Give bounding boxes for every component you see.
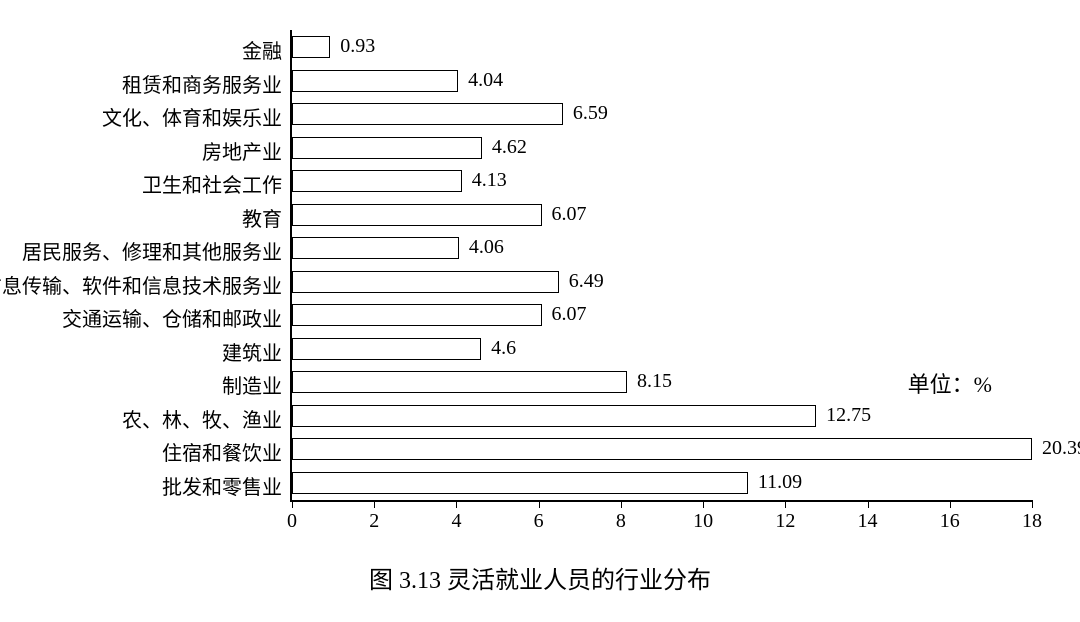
plot-area: 0246810121416180.934.046.594.624.136.074… — [290, 30, 1032, 502]
x-tick-label: 8 — [616, 510, 626, 533]
category-label: 卫生和社会工作 — [142, 169, 282, 198]
value-label: 6.59 — [573, 102, 608, 125]
x-tick-mark — [785, 500, 786, 508]
category-label: 金融 — [242, 35, 282, 64]
category-label: 文化、体育和娱乐业 — [102, 102, 282, 131]
x-tick-mark — [621, 500, 622, 508]
category-label: 农、林、牧、渔业 — [122, 404, 282, 433]
category-label: 居民服务、修理和其他服务业 — [22, 236, 282, 265]
x-tick-label: 18 — [1022, 510, 1042, 533]
x-tick-mark — [1032, 500, 1033, 508]
x-tick-label: 4 — [451, 510, 461, 533]
category-label: 住宿和餐饮业 — [162, 437, 282, 466]
bar — [292, 338, 481, 360]
x-tick-mark — [456, 500, 457, 508]
value-label: 6.49 — [569, 270, 604, 293]
chart-container: 0 2 4 6 8 10 12 14 16 18 0.93 4.04 6.59 4.62 4.13 6.07 4… — [0, 0, 1080, 622]
figure-caption: 图 3.13 灵活就业人员的行业分布 — [0, 560, 1080, 595]
value-label: 0.93 — [340, 35, 375, 58]
bar — [292, 204, 542, 226]
x-tick-mark — [950, 500, 951, 508]
category-label: 租赁和商务服务业 — [122, 69, 282, 98]
value-label: 4.13 — [472, 169, 507, 192]
bar — [292, 36, 330, 58]
x-tick-mark — [703, 500, 704, 508]
category-label: 教育 — [242, 203, 282, 232]
bar — [292, 304, 542, 326]
x-tick-label: 16 — [940, 510, 960, 533]
bar — [292, 137, 482, 159]
value-label: 11.09 — [758, 471, 802, 494]
x-tick-label: 10 — [693, 510, 713, 533]
x-tick-label: 14 — [858, 510, 878, 533]
category-label: 房地产业 — [202, 136, 282, 165]
category-label: 建筑业 — [222, 337, 282, 366]
x-tick-mark — [292, 500, 293, 508]
x-tick-label: 0 — [287, 510, 297, 533]
bar — [292, 405, 816, 427]
bar — [292, 237, 459, 259]
x-tick-mark — [868, 500, 869, 508]
value-label: 4.04 — [468, 69, 503, 92]
value-label: 8.15 — [637, 370, 672, 393]
bar — [292, 70, 458, 92]
category-label: 信息传输、软件和信息技术服务业 — [0, 270, 282, 299]
value-label: 12.75 — [826, 404, 871, 427]
category-label: 制造业 — [222, 370, 282, 399]
x-tick-mark — [539, 500, 540, 508]
value-label: 4.06 — [469, 236, 504, 259]
x-tick-label: 12 — [775, 510, 795, 533]
category-label: 交通运输、仓储和邮政业 — [62, 303, 282, 332]
value-label: 4.6 — [491, 337, 516, 360]
x-tick-mark — [374, 500, 375, 508]
value-label: 6.07 — [552, 203, 587, 226]
bar — [292, 103, 563, 125]
bar — [292, 170, 462, 192]
x-tick-label: 2 — [369, 510, 379, 533]
unit-label: 单位：% — [908, 367, 992, 399]
bar — [292, 271, 559, 293]
bar — [292, 371, 627, 393]
value-label: 4.62 — [492, 136, 527, 159]
bar — [292, 438, 1032, 460]
bar — [292, 472, 748, 494]
x-tick-label: 6 — [534, 510, 544, 533]
value-label: 6.07 — [552, 303, 587, 326]
value-label: 20.39 — [1042, 437, 1080, 460]
category-label: 批发和零售业 — [162, 471, 282, 500]
